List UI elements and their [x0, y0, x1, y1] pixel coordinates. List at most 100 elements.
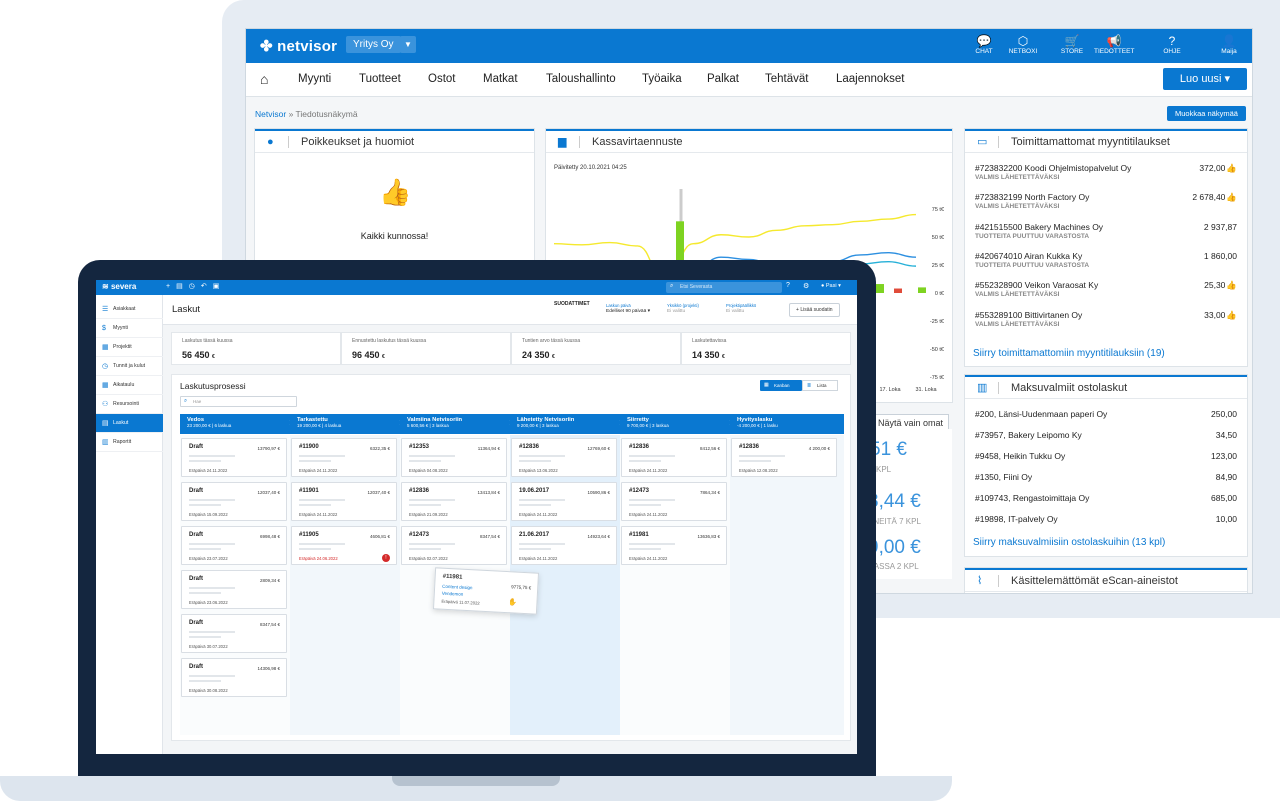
menu-item-ostot[interactable]: Ostot [428, 73, 456, 85]
filters-title: SUODATTIMET [554, 301, 590, 307]
invoice-card[interactable]: #11905 4606,81 € Eräpäivä 24.06.2022! [291, 526, 397, 565]
stage-header-4[interactable]: Lähetetty Netvisoriin 9 200,00 € | 3 lask… [510, 414, 623, 434]
invoice-icon[interactable]: ▣ [212, 283, 226, 290]
company-selector[interactable]: Yritys Oy [346, 36, 401, 53]
invoice-card[interactable]: #11981 13636,83 € Eräpäivä 24.11.2022 [621, 526, 727, 565]
invoice-card-due: Eräpäivä 24.06.2022 [299, 556, 338, 561]
sidebar-item-myynti[interactable]: $ Myynti [96, 319, 163, 338]
undo-icon[interactable]: ↶ [200, 283, 213, 290]
invoice-card[interactable]: Draft 13790,97 € Eräpäivä 24.11.2022 [181, 438, 287, 477]
user-menu[interactable]: ● Pasi ▾ [821, 283, 841, 289]
placeholder-line [519, 543, 565, 545]
menu-item-myynti[interactable]: Myynti [298, 73, 332, 85]
gear-icon[interactable]: ⚙ [803, 283, 810, 290]
stage-count: 6 laskua [214, 423, 232, 428]
menu-item-palkat[interactable]: Palkat [707, 73, 739, 85]
orders-link[interactable]: Siirry toimittamattomiin myyntitilauksii… [973, 348, 1165, 359]
menu-item-taloushallinto[interactable]: Taloushallinto [546, 73, 616, 85]
invoice-card-amount: 7864,34 € [699, 490, 720, 495]
kanban-view-button[interactable]: ▦ Kanban [760, 380, 802, 391]
order-row[interactable]: #553289100 Bittivirtanen Oy VALMIS LÄHETE… [975, 310, 1237, 328]
purchase-row[interactable]: #9458, Heikin Tukku Oy 123,00 [975, 451, 1237, 461]
edit-view-button[interactable]: Muokkaa näkymää [1167, 106, 1246, 121]
sidebar-item-asiakkaat[interactable]: ☰ Asiakkaat [96, 300, 163, 319]
kpi-unit: € [382, 354, 385, 360]
topbar-netboxi-button[interactable]: ⬡ NETBOXI [1003, 34, 1043, 55]
invoice-card[interactable]: #12836 8412,56 € Eräpäivä 24.11.2022 [621, 438, 727, 477]
invoice-card[interactable]: Draft 8347,54 € Eräpäivä 30.07.2022 [181, 614, 287, 653]
menu-item-tehtävät[interactable]: Tehtävät [765, 73, 809, 85]
invoice-card[interactable]: Draft 6998,48 € Eräpäivä 23.07.2022 [181, 526, 287, 565]
create-new-button[interactable]: Luo uusi ▾ [1163, 68, 1247, 90]
sidebar-item-tunnit-ja-kulut[interactable]: ◷ Tunnit ja kulut [96, 357, 163, 376]
list-view-button[interactable]: ≣ Lista [802, 380, 838, 391]
search-field[interactable]: ⌕ Etsi Severasta [666, 282, 782, 293]
company-chevron-down-icon[interactable]: ▼ [400, 36, 416, 53]
invoice-card[interactable]: #12353 11364,94 € Eräpäivä 04.08.2022 [401, 438, 507, 477]
filter-value[interactable]: Edelliset 90 päivää ▾ [606, 309, 650, 314]
timer-icon[interactable]: ◷ [188, 283, 201, 290]
board-search-input[interactable]: ⌕ Hae [180, 396, 297, 407]
invoice-card[interactable]: 21.06.2017 14923,64 € Eräpäivä 24.11.2022 [511, 526, 617, 565]
topbar-ohje-button[interactable]: ? OHJE [1152, 34, 1192, 55]
stage-header-6[interactable]: Hyvityslasku -4 200,00 € | 1 lasku [730, 414, 844, 434]
sidebar-item-aikataulu[interactable]: ▦ Aikataulu [96, 376, 163, 395]
invoice-card[interactable]: 19.06.2017 10590,86 € Eräpäivä 24.11.2022 [511, 482, 617, 521]
sidebar-item-resursointi[interactable]: ⚇ Resursointi [96, 395, 163, 414]
invoice-card[interactable]: Draft 14306,98 € Eräpäivä 30.08.2022 [181, 658, 287, 697]
topbar-maija-button[interactable]: 👤 Maija [1209, 34, 1249, 55]
invoice-card-title: Draft [189, 488, 204, 494]
sidebar-item-laskut[interactable]: ▤ Laskut [96, 414, 163, 433]
invoice-card[interactable]: #11901 12037,40 € Eräpäivä 24.11.2022 [291, 482, 397, 521]
order-row[interactable]: #420674010 Airan Kukka Ky TUOTTEITA PUUTT… [975, 251, 1237, 269]
placeholder-line [629, 460, 661, 462]
purchase-row[interactable]: #19898, IT-palvely Oy 10,00 [975, 514, 1237, 524]
filter-value[interactable]: Ei valittu [726, 309, 744, 314]
chart-icon[interactable]: ▤ [176, 283, 189, 290]
help-icon[interactable]: ? [786, 282, 790, 289]
topbar-tiedotteet-button[interactable]: 📢 TIEDOTTEET [1094, 34, 1134, 55]
invoice-card[interactable]: #12473 8347,54 € Eräpäivä 02.07.2022 [401, 526, 507, 565]
add-icon[interactable]: + [166, 283, 177, 290]
order-row[interactable]: #421515500 Bakery Machines Oy TUOTTEITA P… [975, 222, 1237, 240]
order-row[interactable]: #552328900 Veikon Varaosat Ky VALMIS LÄHE… [975, 280, 1237, 298]
topbar-store-button[interactable]: 🛒 STORE [1052, 34, 1092, 55]
invoice-card[interactable]: #12836 12769,60 € Eräpäivä 13.06.2022 [511, 438, 617, 477]
stage-header-3[interactable]: Valmiina Netvisoriin 5 600,56 € | 3 lasku… [400, 414, 513, 434]
purchase-row[interactable]: #200, Länsi-Uudenmaan paperi Oy 250,00 [975, 409, 1237, 419]
stage-sum: 23 200,00 € [187, 423, 211, 428]
escan-title: Käsittelemättömät eScan-aineistot [1011, 575, 1178, 587]
filter-value[interactable]: Ei valittu [667, 309, 685, 314]
severa-logo[interactable]: ≋ severa [102, 282, 137, 291]
invoice-card-due: Eräpäivä 24.11.2022 [519, 512, 558, 517]
invoice-card-amount: 8347,54 € [259, 622, 280, 627]
order-row[interactable]: #723832199 North Factory Oy VALMIS LÄHETE… [975, 192, 1237, 210]
add-filter-button[interactable]: + Lisää suodatin [789, 303, 840, 317]
invoice-card[interactable]: #12836 4 200,00 € Eräpäivä 12.08.2022 [731, 438, 837, 477]
home-icon[interactable]: ⌂ [260, 71, 269, 87]
placeholder-line [739, 460, 771, 462]
menu-item-matkat[interactable]: Matkat [483, 73, 518, 85]
order-row[interactable]: #723832200 Koodi Ohjelmistopalvelut Oy VA… [975, 163, 1237, 181]
menu-item-työaika[interactable]: Työaika [642, 73, 682, 85]
breadcrumb-root[interactable]: Netvisor [255, 109, 287, 119]
sidebar-item-projektit[interactable]: ▦ Projektit [96, 338, 163, 357]
invoice-card[interactable]: #11900 6322,35 € Eräpäivä 24.11.2022 [291, 438, 397, 477]
invoice-card[interactable]: #12473 7864,34 € Eräpäivä 24.11.2022 [621, 482, 727, 521]
netvisor-logo[interactable]: ✤ netvisor [260, 38, 338, 55]
purchases-link[interactable]: Siirry maksuvalmiisiin ostolaskuihin (13… [973, 537, 1166, 548]
menu-item-tuotteet[interactable]: Tuotteet [359, 73, 401, 85]
purchase-row[interactable]: #109743, Rengastoimittaja Oy 685,00 [975, 493, 1237, 503]
menu-item-laajennokset[interactable]: Laajennokset [836, 73, 905, 85]
dragged-invoice-card[interactable]: #11981 9775,75 € Content design Vendemon… [432, 567, 540, 615]
invoice-card[interactable]: Draft 12037,40 € Eräpäivä 15.09.2022 [181, 482, 287, 521]
topbar-chat-button[interactable]: 💬 CHAT [964, 34, 1004, 55]
purchase-row[interactable]: #1350, Fiini Oy 84,90 [975, 472, 1237, 482]
invoice-card[interactable]: #12836 13413,84 € Eräpäivä 21.09.2022 [401, 482, 507, 521]
purchase-row[interactable]: #73957, Bakery Leipomo Ky 34,50 [975, 430, 1237, 440]
sidebar-item-raportit[interactable]: ▥ Raportit [96, 433, 163, 452]
invoice-card[interactable]: Draft 2809,34 € Eräpäivä 23.06.2022 [181, 570, 287, 609]
